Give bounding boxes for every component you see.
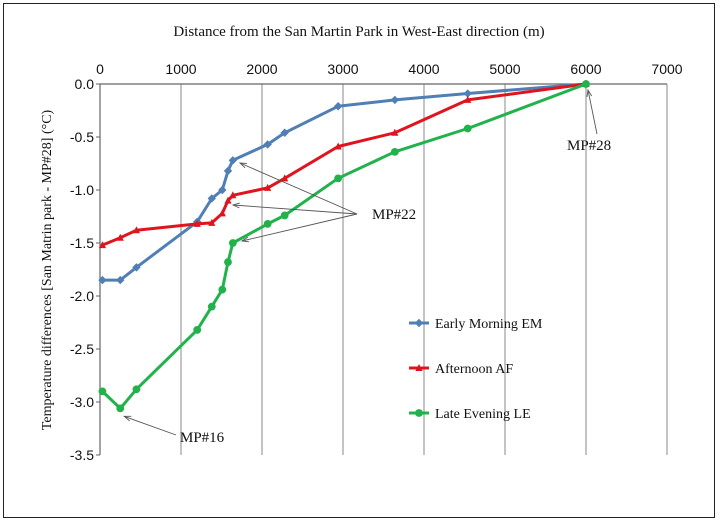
data-series	[98, 79, 591, 413]
x-tick-label: 4000	[408, 61, 439, 77]
y-tick-label: -1.5	[70, 235, 94, 251]
annotation-arrow-line	[587, 89, 598, 135]
legend-label: Afternoon AF	[435, 362, 513, 377]
series-triangle	[98, 80, 590, 249]
annotation-arrow-line	[239, 162, 358, 215]
data-point	[224, 258, 232, 266]
data-point	[98, 275, 107, 285]
annotation-label: MP#16	[180, 430, 225, 446]
data-point	[390, 95, 400, 105]
data-point	[582, 80, 590, 88]
data-point	[98, 241, 107, 249]
legend-item: Late Evening LE	[409, 407, 531, 422]
chart-title: Distance from the San Martin Park in Wes…	[173, 24, 544, 40]
y-tick-label: -0.5	[70, 129, 94, 145]
legend-marker	[415, 409, 423, 417]
data-point	[263, 140, 272, 149]
data-point	[280, 211, 289, 220]
data-point	[116, 404, 125, 413]
y-axis-label: Temperature differences [San Matrin park…	[40, 109, 55, 430]
data-point	[334, 174, 343, 183]
data-point	[207, 194, 216, 203]
series-line	[101, 82, 587, 410]
x-tick-label: 5000	[489, 61, 520, 77]
x-tick-label: 6000	[570, 61, 601, 77]
annotation-label: MP#28	[567, 138, 611, 154]
y-tick-label: -1.0	[70, 182, 94, 198]
x-tick-label: 7000	[651, 61, 682, 77]
annotation-arrow-head	[240, 236, 250, 243]
y-tick-label: -2.0	[70, 288, 94, 304]
data-point	[463, 89, 472, 98]
data-point	[263, 220, 272, 228]
data-point	[464, 95, 472, 103]
series-line	[101, 82, 587, 247]
annotation-label: MP#22	[372, 207, 416, 223]
data-point	[132, 263, 141, 272]
x-tick-label: 3000	[327, 61, 358, 77]
data-point	[218, 185, 227, 195]
annotation-arrow-head	[231, 202, 240, 209]
annotation-arrow-line	[232, 204, 358, 215]
y-tick-label: -3.0	[70, 394, 94, 410]
data-point	[228, 239, 237, 247]
legend-item: Afternoon AF	[409, 362, 513, 377]
y-tick-label: 0.0	[75, 76, 95, 92]
data-point	[132, 226, 141, 234]
data-point	[334, 142, 342, 150]
annotation-arrow-line	[241, 213, 358, 242]
data-point	[116, 275, 125, 285]
series-circle	[98, 80, 590, 413]
data-point	[193, 326, 202, 334]
data-point	[391, 128, 399, 136]
data-point	[390, 147, 399, 156]
annotation-arrow-head	[586, 88, 593, 97]
data-point	[224, 196, 232, 204]
series-line	[102, 82, 587, 282]
x-tick-label: 0	[96, 61, 104, 77]
data-point	[218, 285, 227, 294]
x-tick-label: 2000	[246, 61, 277, 77]
annotation-arrow-head	[238, 162, 248, 169]
y-tick-label: -2.5	[70, 341, 94, 357]
data-point	[281, 174, 289, 182]
legend: Early Morning EM Afternoon AF Late Evening…	[409, 317, 543, 422]
legend-item: Early Morning EM	[409, 317, 543, 332]
data-point	[280, 128, 289, 137]
legend-label: Early Morning EM	[435, 317, 543, 332]
data-point	[116, 233, 124, 241]
data-point	[228, 156, 238, 165]
annotations: MP#28 MP#22 MP#16	[123, 88, 611, 446]
data-point	[333, 102, 343, 111]
chart-frame	[3, 3, 715, 518]
tick-labels: 0 1000 2000 3000 4000 5000 6000 7000 0.0 -0.5 -1.0…	[70, 61, 683, 463]
legend-label: Late Evening LE	[435, 407, 531, 422]
data-point	[218, 209, 226, 217]
data-point	[193, 219, 201, 227]
data-point	[207, 302, 216, 311]
annotation-arrow-head	[123, 415, 132, 422]
legend-marker	[415, 364, 423, 371]
data-point	[463, 124, 472, 133]
data-point	[223, 166, 233, 176]
data-point	[229, 191, 237, 199]
data-point	[132, 385, 141, 394]
data-point	[208, 218, 216, 226]
annotation-arrow-line	[124, 415, 177, 436]
y-tick-label: -3.5	[70, 447, 94, 463]
legend-marker	[414, 318, 424, 328]
data-point	[264, 183, 272, 191]
x-tick-label: 1000	[165, 61, 196, 77]
data-point	[98, 387, 107, 396]
